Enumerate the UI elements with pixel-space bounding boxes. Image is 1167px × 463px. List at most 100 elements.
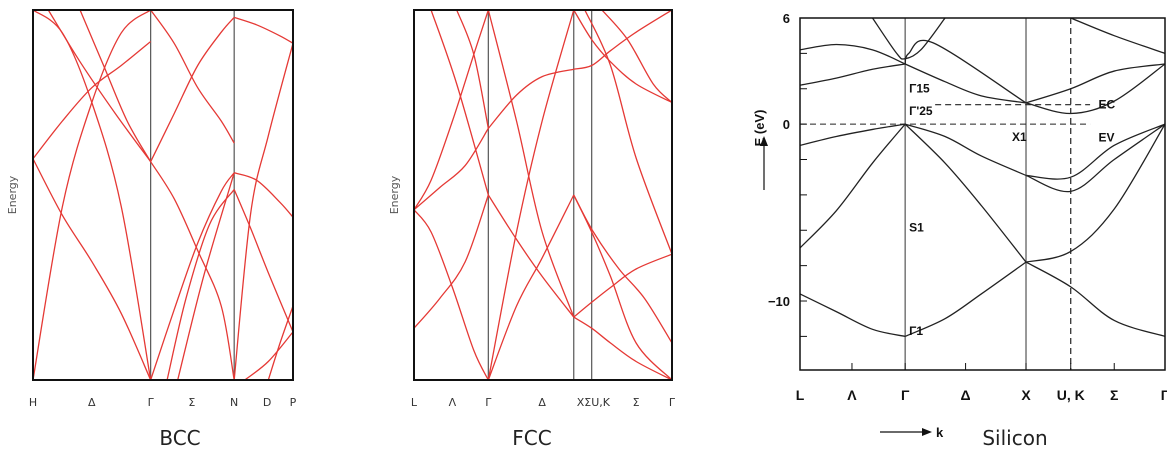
band-17 xyxy=(1025,63,1165,115)
silicon-band-chart: L Λ Γ Δ X U, K Σ Γ 6 0 −10 E (eV) k Γ15 Γ'25 X1 EC EV S1 Γ1… xyxy=(752,11,1167,450)
y-axis-label: E (eV) xyxy=(752,110,767,147)
band-annotation: Γ15 xyxy=(909,82,930,96)
band-3 xyxy=(33,158,152,380)
band-9 xyxy=(150,161,235,380)
band-3 xyxy=(414,194,489,329)
band-10 xyxy=(487,10,575,318)
band-5 xyxy=(47,10,152,163)
band-9 xyxy=(904,63,1027,104)
band-annotation: S1 xyxy=(909,221,924,235)
band-5 xyxy=(800,43,906,65)
band-13 xyxy=(1025,123,1165,180)
band-2 xyxy=(33,10,152,380)
x-tick-label: H xyxy=(29,396,37,409)
band-lines xyxy=(800,18,1165,338)
band-1 xyxy=(414,209,489,380)
fcc-band-chart: L Λ Γ Δ XΣU,K Σ Γ Energy FCC xyxy=(388,9,676,450)
x-tick-label: Γ xyxy=(485,396,492,409)
x-tick-label: U, K xyxy=(1057,387,1085,403)
band-1 xyxy=(800,123,906,146)
plot-frame xyxy=(413,9,673,381)
band-7 xyxy=(150,10,235,144)
band-8 xyxy=(904,261,1027,337)
band-8 xyxy=(150,16,235,162)
y-axis-label: Energy xyxy=(6,175,19,214)
band-15 xyxy=(573,10,672,70)
band-14 xyxy=(233,16,293,44)
plot-frame xyxy=(32,9,294,381)
band-13 xyxy=(573,253,672,318)
x-tick-label: Γ xyxy=(148,396,155,409)
band-18 xyxy=(1070,18,1165,54)
band-12 xyxy=(1025,123,1165,193)
band-annotation: Γ1 xyxy=(909,324,923,338)
band-4 xyxy=(800,63,906,86)
band-11 xyxy=(166,189,235,380)
band-11 xyxy=(871,18,946,60)
band-12 xyxy=(573,316,672,380)
band-1 xyxy=(33,10,152,380)
x-tick-label: Δ xyxy=(538,396,546,409)
band-lines xyxy=(33,10,293,380)
band-7 xyxy=(487,194,575,380)
y-tick-label: 0 xyxy=(783,117,790,132)
x-tick-label: Δ xyxy=(961,387,971,403)
band-annotation: EC xyxy=(1098,98,1115,112)
band-15 xyxy=(1025,261,1165,338)
band-18 xyxy=(267,305,293,380)
band-lines xyxy=(414,10,672,380)
plot-frame xyxy=(799,17,1166,371)
band-13 xyxy=(233,189,293,333)
x-tick-label: L xyxy=(796,387,805,403)
band-annotation: X1 xyxy=(1012,130,1027,144)
band-18 xyxy=(601,10,672,103)
band-4 xyxy=(33,40,152,160)
y-tick-label: −10 xyxy=(768,294,790,309)
band-17 xyxy=(584,10,672,255)
x-tick-label: Σ xyxy=(633,396,640,409)
band-annotation: Γ'25 xyxy=(909,104,933,118)
band-11 xyxy=(487,194,575,318)
band-15 xyxy=(233,43,293,380)
x-tick-label: Γ xyxy=(669,396,676,409)
band-6 xyxy=(79,10,152,163)
x-tick-label: Δ xyxy=(88,396,96,409)
x-tick-label: Σ xyxy=(188,396,195,409)
x-tick-label: D xyxy=(263,396,271,409)
band-annotation: EV xyxy=(1098,131,1114,145)
band-16 xyxy=(1025,63,1165,104)
band-9 xyxy=(487,68,574,129)
x-tick-label: P xyxy=(290,396,297,409)
band-12 xyxy=(177,172,235,380)
x-axis-label: k xyxy=(936,425,944,440)
bcc-band-chart: H Δ Γ Σ N D P Energy BCC xyxy=(6,9,297,450)
x-tick-label: Λ xyxy=(847,387,857,403)
chart-caption: BCC xyxy=(159,426,200,450)
x-tick-label: XΣU,K xyxy=(577,396,611,409)
x-tick-label: N xyxy=(230,396,238,409)
x-tick-label: L xyxy=(411,396,418,409)
y-axis-arrow-head xyxy=(760,136,768,146)
band-7 xyxy=(904,123,1027,177)
x-tick-label: Γ xyxy=(901,387,910,403)
band-4 xyxy=(414,128,489,211)
band-19 xyxy=(573,194,672,344)
x-tick-label: Σ xyxy=(1110,387,1118,403)
band-17 xyxy=(244,331,293,380)
band-5 xyxy=(430,10,489,196)
y-axis-label: Energy xyxy=(388,175,401,214)
band-16 xyxy=(573,10,672,104)
x-tick-label: Λ xyxy=(449,396,457,409)
k-axis-arrow-head xyxy=(922,428,932,436)
band-2 xyxy=(414,10,489,211)
band-8 xyxy=(487,10,575,380)
band-16 xyxy=(233,172,293,218)
band-14 xyxy=(1025,123,1165,263)
band-6 xyxy=(904,123,1027,263)
band-2 xyxy=(800,123,906,249)
y-tick-label: 6 xyxy=(783,11,790,26)
chart-caption: FCC xyxy=(512,426,551,450)
chart-caption: Silicon xyxy=(982,426,1047,450)
x-tick-label: X xyxy=(1021,387,1031,403)
